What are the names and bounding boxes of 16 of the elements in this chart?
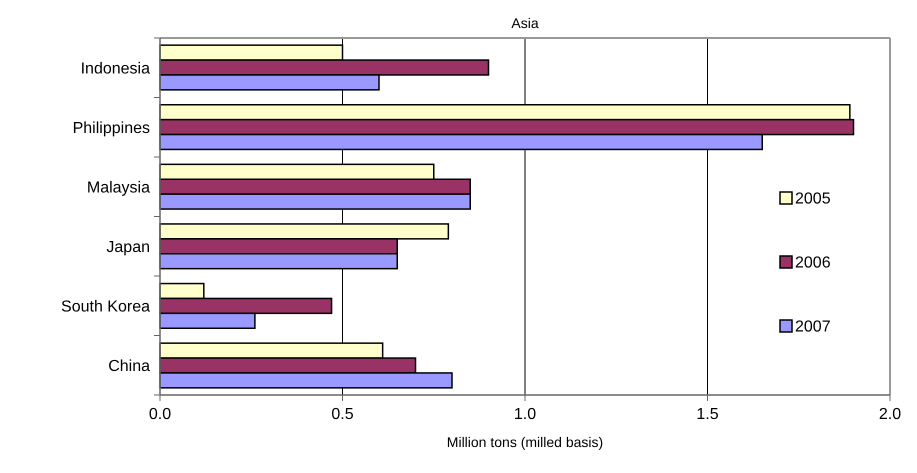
y-tick-label: Philippines xyxy=(72,120,150,137)
x-tick-label: 2.0 xyxy=(878,406,902,423)
x-tick-label: 1.5 xyxy=(696,406,719,423)
legend-label: 2007 xyxy=(795,318,831,336)
y-tick-label: Indonesia xyxy=(80,60,150,78)
legend-label: 2005 xyxy=(795,190,831,208)
x-tick-label: 1.0 xyxy=(514,406,536,423)
chart-title: Asia xyxy=(511,15,539,31)
x-tick-label: 0.0 xyxy=(148,406,172,423)
y-tick-label: South Korea xyxy=(61,298,150,316)
y-tick-label: Japan xyxy=(106,238,150,256)
x-tick-label: 0.5 xyxy=(331,406,354,423)
x-axis-title: Million tons (milled basis) xyxy=(446,434,604,450)
y-tick-label: China xyxy=(108,358,150,375)
legend-label: 2006 xyxy=(795,254,831,272)
y-tick-label: Malaysia xyxy=(86,179,150,196)
